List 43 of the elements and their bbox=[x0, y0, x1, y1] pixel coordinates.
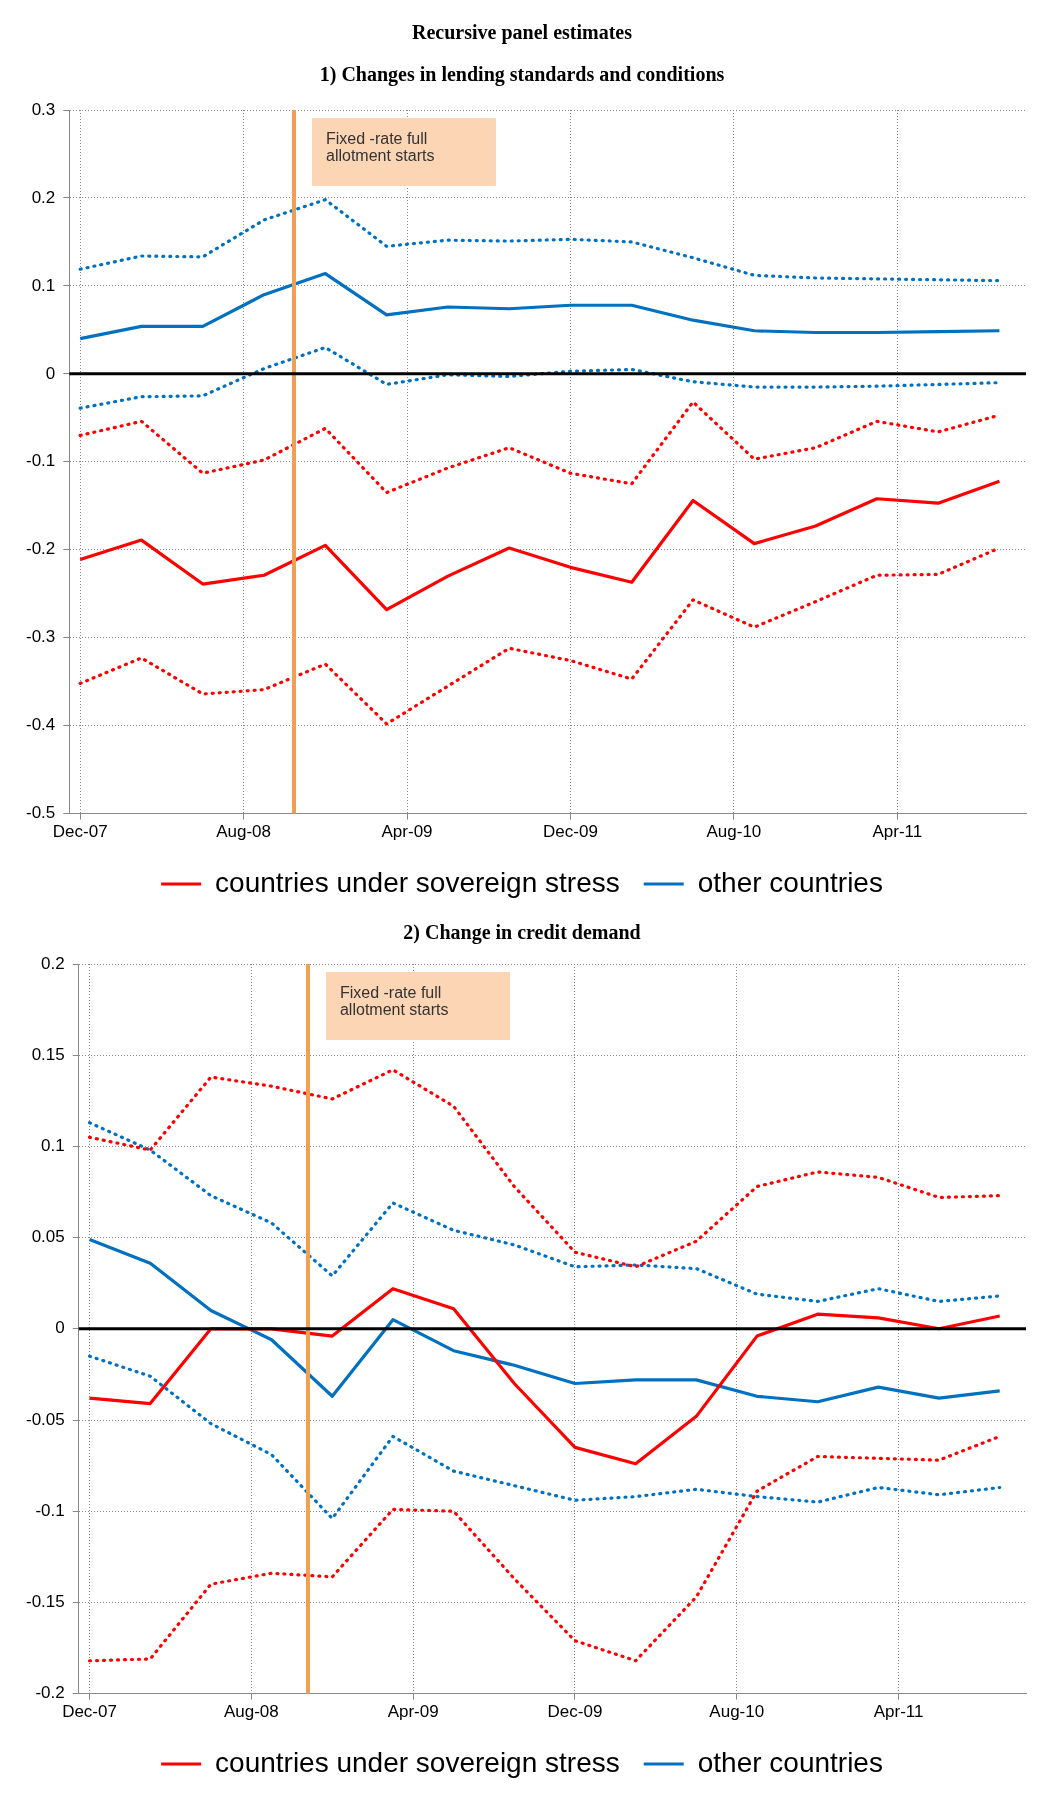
y-tick-label: -0.3 bbox=[26, 627, 56, 647]
x-tick-label: Aug-08 bbox=[216, 822, 272, 842]
y-tick-label: -0.1 bbox=[26, 451, 56, 471]
chart-subtitle: 1) Changes in lending standards and conditions bbox=[319, 63, 725, 87]
line-series bbox=[78, 198, 1002, 283]
x-tick-label: Dec-07 bbox=[62, 1702, 117, 1722]
line-series bbox=[87, 1068, 1002, 1269]
y-tick-label: -0.05 bbox=[26, 1409, 65, 1429]
y-tick-label: -0.2 bbox=[35, 1683, 65, 1703]
y-tick-label: 0.3 bbox=[31, 99, 56, 119]
x-tick-label: Apr-11 bbox=[873, 1702, 924, 1722]
y-tick-label: 0.2 bbox=[31, 187, 56, 207]
legend-label: other countries bbox=[697, 866, 883, 898]
chart-title: Recursive panel estimates bbox=[412, 21, 633, 45]
y-tick-label: -0.5 bbox=[26, 803, 56, 823]
y-tick-label: 0 bbox=[55, 1318, 65, 1338]
x-tick-label: Aug-10 bbox=[706, 822, 762, 842]
x-tick-label: Apr-11 bbox=[872, 822, 923, 842]
x-tick-label: Dec-09 bbox=[543, 822, 598, 842]
x-tick-label: Dec-07 bbox=[52, 822, 108, 842]
callout-box: Fixed -rate full allotment starts bbox=[325, 972, 510, 1040]
legend-label: countries under sovereign stress bbox=[215, 866, 620, 898]
y-tick-label: 0 bbox=[45, 363, 56, 383]
x-tick-label: Dec-09 bbox=[547, 1702, 603, 1722]
y-tick-label: 0.1 bbox=[31, 275, 56, 295]
y-tick-label: 0.05 bbox=[31, 1227, 65, 1247]
line-series bbox=[87, 1354, 1002, 1521]
y-tick-label: -0.15 bbox=[26, 1592, 65, 1612]
y-tick-label: -0.2 bbox=[26, 539, 56, 559]
legend-label: countries under sovereign stress bbox=[215, 1746, 620, 1778]
x-tick-label: Aug-08 bbox=[223, 1702, 279, 1722]
x-tick-label: Aug-10 bbox=[709, 1702, 765, 1722]
callout-box: Fixed -rate full allotment starts bbox=[312, 118, 496, 186]
y-tick-label: 0.15 bbox=[31, 1044, 65, 1064]
y-tick-label: 0.1 bbox=[41, 1136, 65, 1156]
legend-label: other countries bbox=[697, 1746, 883, 1778]
line-series bbox=[87, 1121, 1002, 1304]
y-tick-label: -0.1 bbox=[35, 1500, 65, 1520]
x-tick-label: Apr-09 bbox=[387, 1702, 439, 1722]
x-tick-label: Apr-09 bbox=[381, 822, 433, 842]
y-tick-label: 0.2 bbox=[41, 953, 65, 973]
y-tick-label: -0.4 bbox=[26, 715, 56, 735]
chart-title: 2) Change in credit demand bbox=[403, 921, 641, 945]
